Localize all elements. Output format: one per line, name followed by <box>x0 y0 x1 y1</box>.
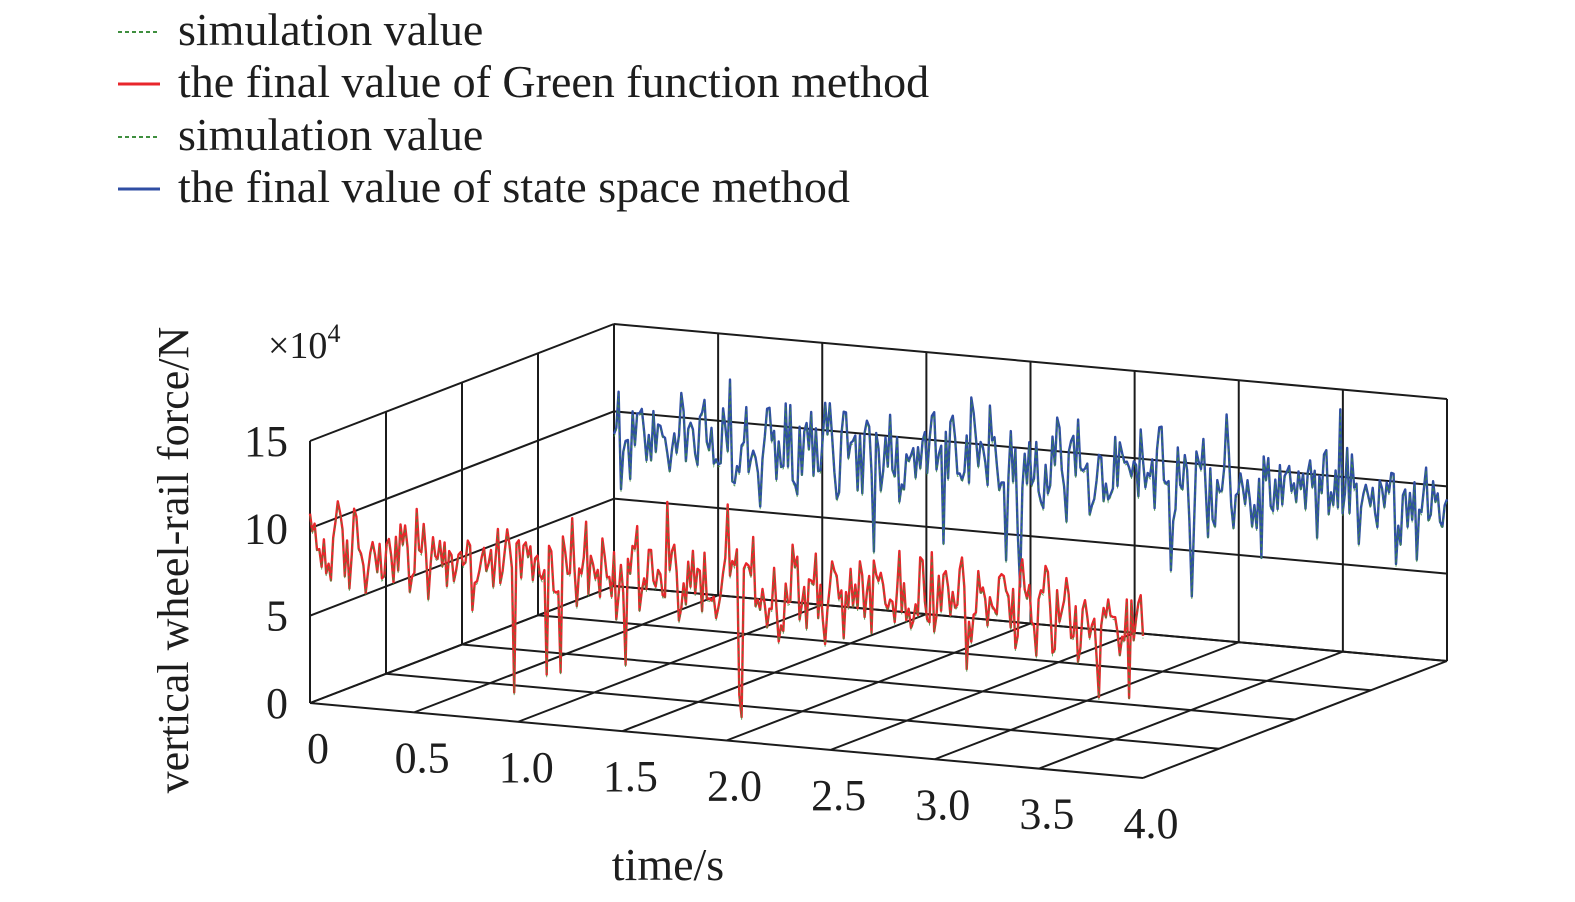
floor-gridline-depth <box>309 702 1144 779</box>
legend: simulation value the final value of Gree… <box>118 4 929 212</box>
x-tick-label: 0.5 <box>395 733 450 782</box>
left-wall-gridline-z <box>309 585 615 704</box>
back-wall-gridline-z <box>613 585 1448 662</box>
x-tick-label: 3.0 <box>915 780 970 829</box>
legend-label-green-function: the final value of Green function method <box>178 56 929 107</box>
legend-label-simulation-2: simulation value <box>178 109 483 160</box>
z-multiplier-exponent: 4 <box>327 319 340 348</box>
back-wall-gridline-z <box>613 323 1448 400</box>
legend-label-simulation-1: simulation value <box>178 4 483 55</box>
z-tick-label: 15 <box>244 417 288 466</box>
left-wall-gridline-z <box>309 410 615 530</box>
x-tick-label: 2.5 <box>811 771 866 820</box>
x-tick-label: 2.0 <box>707 762 762 811</box>
x-tick-label: 1.0 <box>499 743 554 792</box>
x-tick-label: 0 <box>307 724 329 773</box>
z-multiplier-base: ×10 <box>268 325 327 367</box>
floor-gridline-depth <box>537 614 1372 692</box>
x-axis-label: time/s <box>612 839 724 890</box>
left-wall-gridline-z <box>309 323 615 442</box>
z-tick-label: 10 <box>244 504 288 553</box>
z-multiplier: ×104 <box>268 319 340 367</box>
z-axis-label: vertical wheel-rail force/N <box>149 327 198 794</box>
x-tick-label: 3.5 <box>1019 790 1074 839</box>
x-tick-label: 1.5 <box>603 752 658 801</box>
series-simulation-back-line <box>613 382 1448 600</box>
series-layer <box>308 378 1449 720</box>
z-tick-label: 0 <box>266 679 288 728</box>
legend-label-state-space: the final value of state space method <box>178 161 850 212</box>
floor-gridline-depth <box>461 643 1296 721</box>
back-wall-gridline-z <box>613 497 1448 575</box>
z-tick-label: 5 <box>266 592 288 641</box>
x-tick-label: 4.0 <box>1124 799 1179 848</box>
floor-gridline-depth <box>385 672 1220 750</box>
axes-3d: 0 0.5 1.0 1.5 2.0 2.5 3.0 3.5 4.0 0 5 10 15 <box>244 323 1448 848</box>
